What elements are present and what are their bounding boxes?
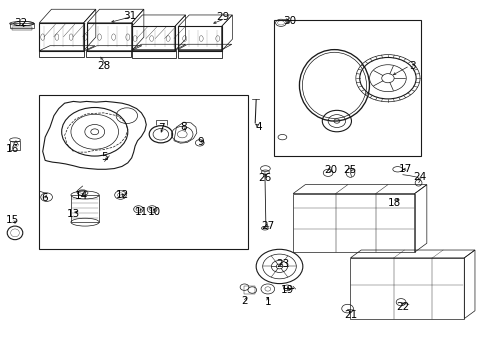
Text: 16: 16 <box>5 144 19 154</box>
Text: 24: 24 <box>412 172 426 182</box>
Text: 29: 29 <box>216 13 229 22</box>
Bar <box>243 286 255 294</box>
Bar <box>39 95 248 249</box>
Text: 32: 32 <box>14 18 27 28</box>
Text: 1: 1 <box>264 297 271 307</box>
Text: 22: 22 <box>395 302 408 312</box>
Bar <box>178 50 222 58</box>
Text: 15: 15 <box>5 215 19 225</box>
Bar <box>10 23 34 28</box>
Text: 14: 14 <box>75 191 88 201</box>
Text: 8: 8 <box>180 122 186 132</box>
Text: 27: 27 <box>261 221 274 231</box>
Text: 11: 11 <box>135 207 148 217</box>
Text: 2: 2 <box>241 296 247 306</box>
Text: 4: 4 <box>255 122 262 132</box>
Text: 12: 12 <box>115 190 128 200</box>
Text: 30: 30 <box>282 16 295 26</box>
Text: 5: 5 <box>102 152 108 162</box>
Bar <box>86 51 131 58</box>
Bar <box>273 20 420 156</box>
Text: 3: 3 <box>408 62 415 71</box>
Bar <box>12 27 31 30</box>
Text: 28: 28 <box>97 62 110 71</box>
Text: 20: 20 <box>324 165 337 175</box>
Text: 31: 31 <box>123 11 137 21</box>
Text: 13: 13 <box>66 209 80 219</box>
Text: 23: 23 <box>275 259 288 269</box>
Bar <box>39 51 84 58</box>
Text: 19: 19 <box>280 285 293 295</box>
Bar <box>10 141 20 150</box>
Text: 21: 21 <box>343 310 356 320</box>
Text: 17: 17 <box>399 164 412 174</box>
Text: 9: 9 <box>197 137 203 147</box>
Bar <box>71 195 99 222</box>
Text: 10: 10 <box>148 207 161 217</box>
Text: 6: 6 <box>41 193 47 203</box>
Bar <box>292 194 414 252</box>
Text: 25: 25 <box>342 165 355 175</box>
Bar <box>131 50 176 58</box>
Bar <box>350 258 463 319</box>
Text: 7: 7 <box>158 123 165 133</box>
Text: 18: 18 <box>387 198 400 208</box>
Text: 26: 26 <box>258 173 271 183</box>
